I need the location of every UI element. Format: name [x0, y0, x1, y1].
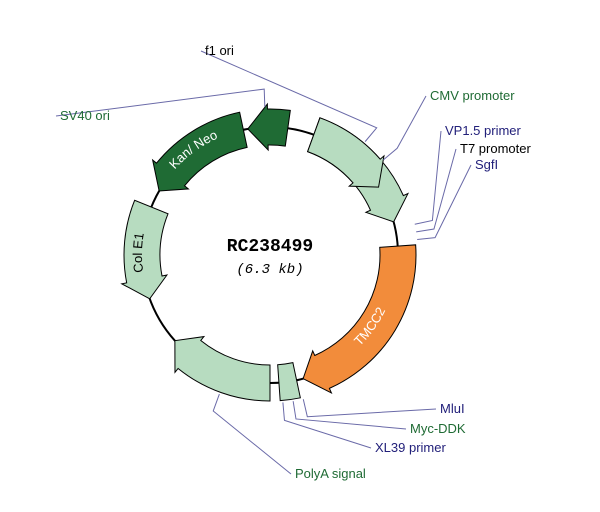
segment-tag: [278, 363, 301, 401]
callout-label-1: VP1.5 primer: [445, 123, 522, 138]
segment-polya: [175, 337, 270, 401]
segment-kan: [153, 112, 247, 191]
callout-leader-0: [383, 96, 426, 160]
callout-leader-7: [213, 394, 291, 474]
callout-label-6: XL39 primer: [375, 440, 446, 455]
callout-label-2: T7 promoter: [460, 141, 531, 156]
callout-label-0: CMV promoter: [430, 88, 515, 103]
callout-leader-4: [303, 399, 436, 417]
segment-f1ori: [308, 118, 384, 187]
segment-tmcc2: [303, 245, 416, 393]
plasmid-size: (6.3 kb): [236, 262, 303, 278]
plasmid-map: TMCC2Col E1Kan/ NeoCMV promoterVP1.5 pri…: [0, 0, 600, 512]
callout-leader-3: [417, 165, 471, 240]
callout-leader-1: [415, 131, 441, 224]
callout-label-9: f1 ori: [205, 43, 234, 58]
callout-label-8: SV40 ori: [60, 108, 110, 123]
callout-label-3: SgfI: [475, 157, 498, 172]
callout-leader-2: [416, 149, 456, 232]
callout-leader-5: [293, 401, 406, 429]
plasmid-name: RC238499: [227, 237, 313, 257]
segment-sv40: [248, 104, 291, 150]
callout-leader-6: [283, 402, 371, 448]
callout-label-5: Myc-DDK: [410, 421, 466, 436]
callout-label-4: MluI: [440, 401, 465, 416]
callout-label-7: PolyA signal: [295, 466, 366, 481]
